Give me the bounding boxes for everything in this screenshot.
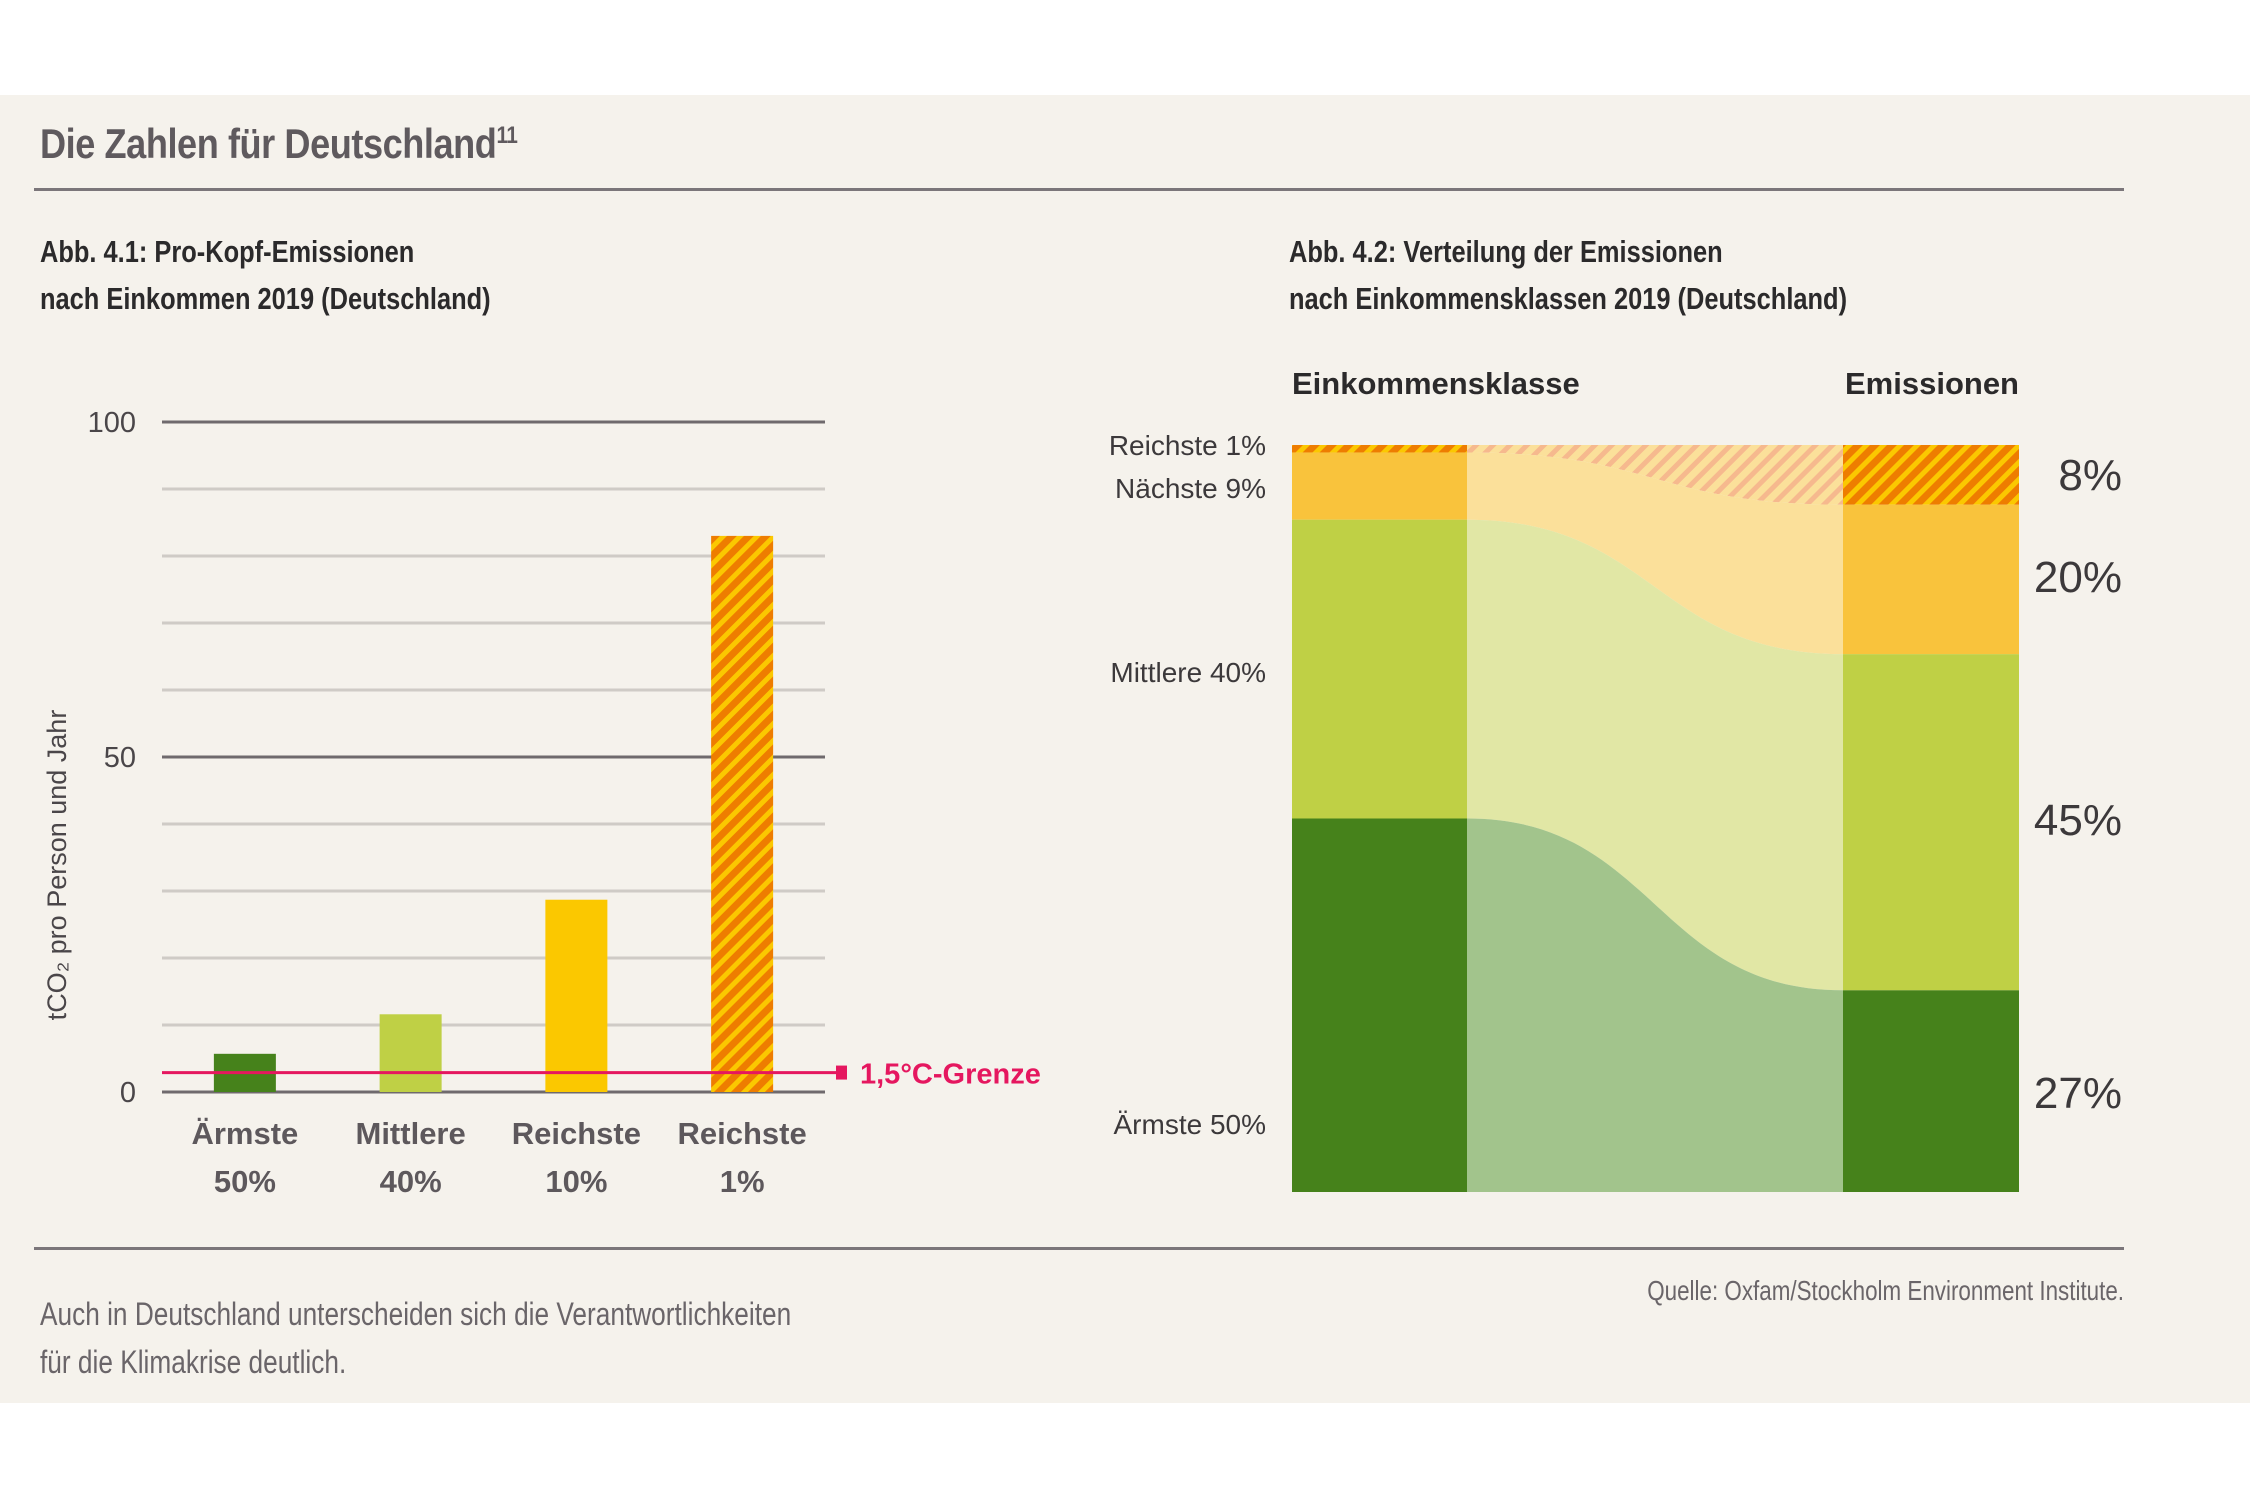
income-class-label: Nächste 9% [1115,473,1266,504]
income-block [1292,519,1467,819]
fig1-title: Abb. 4.1: Pro-Kopf-Emissionen nach Einko… [40,228,491,322]
bar [711,535,774,1092]
fig2-title: Abb. 4.2: Verteilung der Emissionen nach… [1289,228,1847,322]
emission-share-label: 20% [2034,553,2122,602]
emission-block [1843,445,2019,505]
flow-band [1467,519,1843,991]
x-tick-label: Mittlere [356,1116,466,1151]
bar [379,1014,442,1092]
top-divider [34,188,2124,191]
emission-share-label: 27% [2034,1069,2122,1118]
fig2-title-line: nach Einkommensklassen 2019 (Deutschland… [1289,281,1848,316]
x-tick-label: 40% [380,1164,442,1199]
income-class-label: Mittlere 40% [1110,657,1266,688]
income-block [1292,452,1467,520]
footnote-marker: 11 [496,122,518,149]
emission-block [1843,990,2019,1192]
emission-block [1843,504,2019,655]
limit-line-marker [836,1065,847,1080]
emission-block [1843,654,2019,991]
right-column-header: Emissionen [1845,366,2019,401]
flow-band [1467,445,1843,505]
x-tick-label: 10% [545,1164,607,1199]
y-tick-label: 50 [104,742,136,774]
y-tick-label: 0 [120,1077,136,1109]
flow-band [1467,452,1843,655]
caption-line: für die Klimakrise deutlich. [40,1344,347,1380]
source-note: Quelle: Oxfam/Stockholm Environment Inst… [1647,1275,2124,1306]
fig1-title-line: Abb. 4.1: Pro-Kopf-Emissionen [40,234,415,269]
x-tick-label: Reichste [512,1116,641,1151]
income-class-label: Ärmste 50% [1114,1109,1267,1140]
left-column-header: Einkommensklasse [1292,366,1580,401]
x-tick-label: 1% [720,1164,765,1199]
page-title: Die Zahlen für Deutschland11 [40,120,518,167]
fig1-title-line: nach Einkommen 2019 (Deutschland) [40,281,491,316]
y-tick-label: 100 [88,407,136,439]
bar [545,899,608,1092]
income-block [1292,818,1467,1192]
flow-band [1467,818,1843,1192]
emission-share-label: 8% [2058,451,2122,500]
bottom-divider [34,1247,2124,1250]
x-tick-label: Reichste [678,1116,807,1151]
x-tick-label: Ärmste [191,1116,298,1151]
x-tick-label: 50% [214,1164,276,1199]
caption: Auch in Deutschland unterscheiden sich d… [40,1290,791,1386]
fig2-title-line: Abb. 4.2: Verteilung der Emissionen [1289,234,1723,269]
limit-line-label: 1,5°C-Grenze [860,1059,1041,1091]
caption-line: Auch in Deutschland unterscheiden sich d… [40,1296,792,1332]
y-axis-label: tCO₂ pro Person und Jahr [42,710,72,1021]
income-class-label: Reichste 1% [1109,430,1266,461]
emission-share-label: 45% [2034,796,2122,845]
income-block [1292,445,1467,453]
